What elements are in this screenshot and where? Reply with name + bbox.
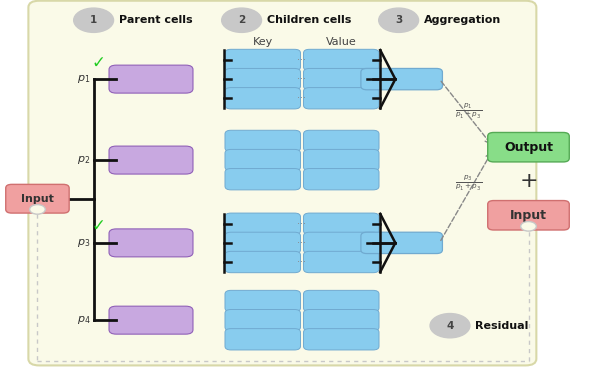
Text: Parent cells: Parent cells bbox=[119, 15, 193, 25]
FancyBboxPatch shape bbox=[361, 68, 442, 90]
Text: 2: 2 bbox=[238, 15, 245, 25]
FancyBboxPatch shape bbox=[303, 290, 379, 312]
Text: ···: ··· bbox=[298, 238, 306, 248]
Text: $p_4$: $p_4$ bbox=[77, 314, 91, 326]
FancyBboxPatch shape bbox=[225, 88, 301, 109]
Text: ···: ··· bbox=[298, 74, 306, 84]
FancyBboxPatch shape bbox=[109, 306, 193, 334]
FancyBboxPatch shape bbox=[109, 65, 193, 93]
Text: $p_2$: $p_2$ bbox=[77, 154, 91, 166]
FancyBboxPatch shape bbox=[303, 88, 379, 109]
Text: $\frac{p_1}{p_1+p_3}$: $\frac{p_1}{p_1+p_3}$ bbox=[455, 101, 481, 120]
FancyBboxPatch shape bbox=[303, 309, 379, 331]
FancyBboxPatch shape bbox=[28, 1, 536, 365]
Circle shape bbox=[30, 205, 45, 214]
FancyBboxPatch shape bbox=[303, 149, 379, 171]
Text: $p_1$: $p_1$ bbox=[77, 73, 91, 85]
FancyBboxPatch shape bbox=[225, 251, 301, 273]
Circle shape bbox=[430, 314, 470, 338]
FancyBboxPatch shape bbox=[303, 213, 379, 234]
Text: Output: Output bbox=[504, 141, 553, 154]
Text: Residual: Residual bbox=[475, 321, 528, 331]
FancyBboxPatch shape bbox=[109, 229, 193, 257]
Circle shape bbox=[379, 8, 419, 32]
Text: Aggregation: Aggregation bbox=[424, 15, 501, 25]
FancyBboxPatch shape bbox=[225, 309, 301, 331]
Text: ···: ··· bbox=[298, 219, 306, 229]
FancyBboxPatch shape bbox=[488, 201, 569, 230]
FancyBboxPatch shape bbox=[303, 130, 379, 152]
FancyBboxPatch shape bbox=[225, 290, 301, 312]
FancyBboxPatch shape bbox=[225, 232, 301, 254]
FancyBboxPatch shape bbox=[303, 169, 379, 190]
Text: Key: Key bbox=[252, 37, 273, 47]
FancyBboxPatch shape bbox=[303, 329, 379, 350]
FancyBboxPatch shape bbox=[5, 184, 69, 213]
FancyBboxPatch shape bbox=[225, 49, 301, 71]
FancyBboxPatch shape bbox=[361, 232, 442, 254]
FancyBboxPatch shape bbox=[109, 146, 193, 174]
Text: $\frac{p_3}{p_1+p_3}$: $\frac{p_3}{p_1+p_3}$ bbox=[455, 173, 481, 192]
Text: +: + bbox=[519, 171, 538, 191]
FancyBboxPatch shape bbox=[488, 132, 569, 162]
Circle shape bbox=[222, 8, 262, 32]
Circle shape bbox=[74, 8, 114, 32]
FancyBboxPatch shape bbox=[303, 68, 379, 90]
Text: Input: Input bbox=[510, 209, 547, 222]
FancyBboxPatch shape bbox=[303, 49, 379, 71]
Text: 3: 3 bbox=[395, 15, 402, 25]
FancyBboxPatch shape bbox=[225, 68, 301, 90]
Circle shape bbox=[521, 222, 536, 231]
FancyBboxPatch shape bbox=[225, 149, 301, 171]
Text: ✓: ✓ bbox=[91, 217, 105, 235]
Text: ✓: ✓ bbox=[91, 54, 105, 71]
Text: 4: 4 bbox=[446, 321, 454, 331]
Text: Children cells: Children cells bbox=[267, 15, 352, 25]
Text: Input: Input bbox=[21, 194, 54, 204]
FancyBboxPatch shape bbox=[225, 213, 301, 234]
Text: ···: ··· bbox=[298, 257, 306, 267]
Text: Value: Value bbox=[326, 37, 356, 47]
FancyBboxPatch shape bbox=[303, 251, 379, 273]
FancyBboxPatch shape bbox=[225, 329, 301, 350]
FancyBboxPatch shape bbox=[225, 130, 301, 152]
FancyBboxPatch shape bbox=[225, 169, 301, 190]
Text: ···: ··· bbox=[298, 93, 306, 103]
Text: 1: 1 bbox=[90, 15, 97, 25]
FancyBboxPatch shape bbox=[303, 232, 379, 254]
Text: $p_3$: $p_3$ bbox=[77, 237, 91, 249]
Text: ···: ··· bbox=[298, 55, 306, 65]
